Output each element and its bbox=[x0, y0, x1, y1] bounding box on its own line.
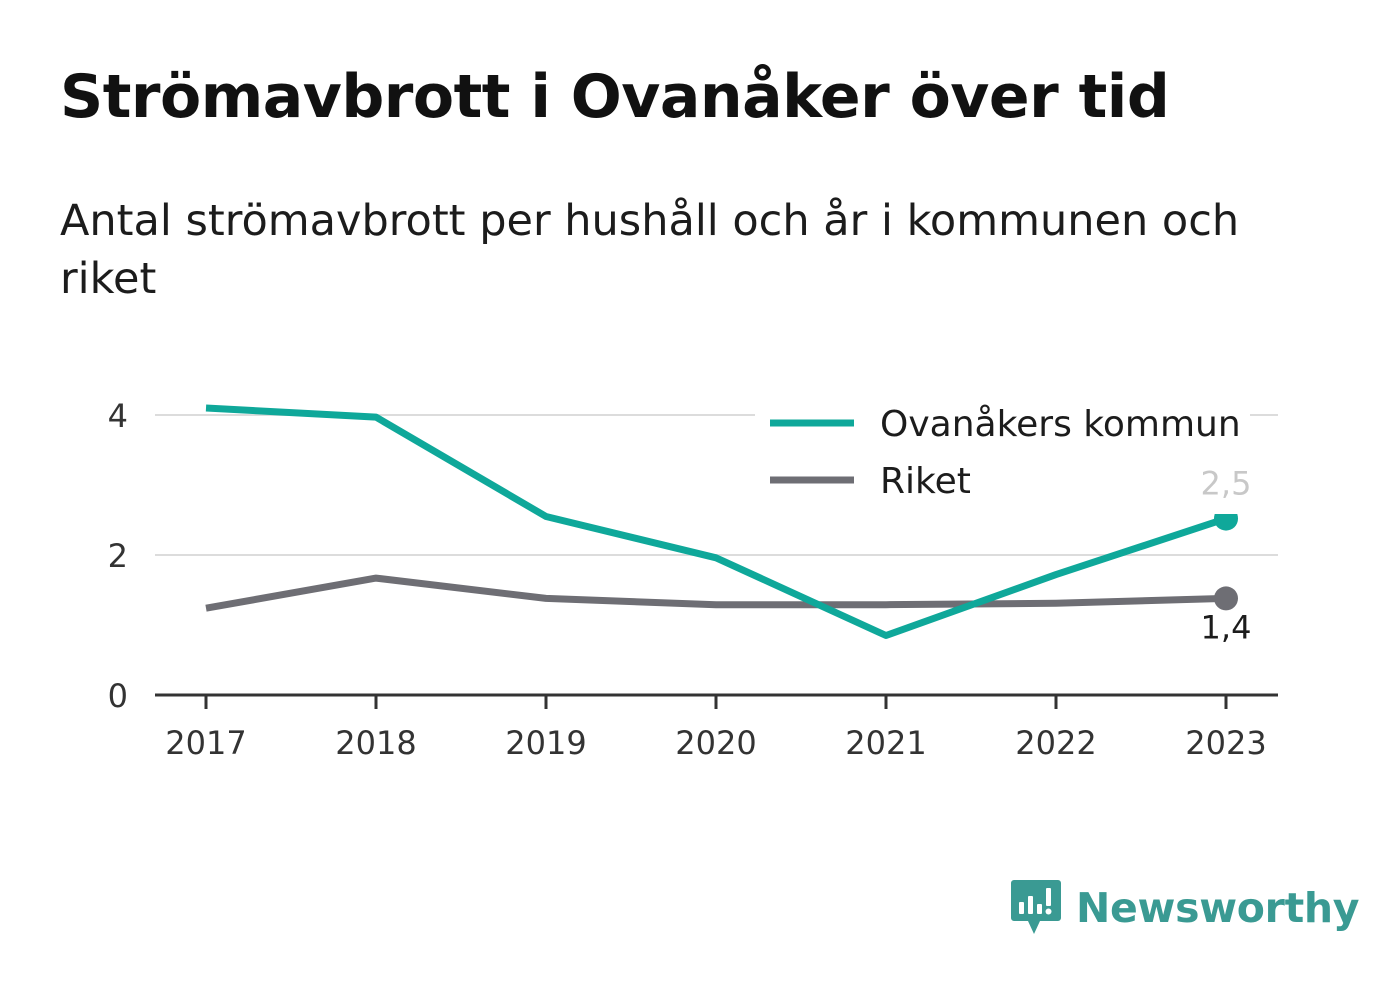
newsworthy-logo-icon bbox=[1011, 880, 1061, 934]
series-end-marker-1 bbox=[1214, 586, 1238, 611]
series-line-1 bbox=[205, 574, 1227, 612]
x-tick-label-2020: 2020 bbox=[675, 724, 756, 762]
x-tick-label-2021: 2021 bbox=[845, 724, 926, 762]
y-tick-label-0: 0 bbox=[108, 677, 128, 715]
legend-label-0: Ovanåkers kommun bbox=[880, 404, 1241, 445]
series-line-0 bbox=[205, 404, 1228, 639]
x-tick-label-2018: 2018 bbox=[335, 724, 416, 762]
legend-background bbox=[755, 392, 1250, 514]
y-tick-label-2: 2 bbox=[108, 537, 128, 575]
newsworthy-logo: Newsworthy bbox=[1010, 878, 1359, 938]
x-tick-label-2023: 2023 bbox=[1185, 724, 1266, 762]
x-tick-label-2019: 2019 bbox=[505, 724, 586, 762]
chart-title: Strömavbrott i Ovanåker över tid bbox=[60, 62, 1170, 132]
axes: 0 2 4 2017 2018 2019 2020 2021 2022 2023 bbox=[108, 397, 1278, 762]
y-tick-label-4: 4 bbox=[108, 397, 128, 435]
end-label-1: 1,4 bbox=[1201, 608, 1252, 646]
x-tick-label-2022: 2022 bbox=[1015, 724, 1096, 762]
legend: Ovanåkers kommun Riket bbox=[755, 392, 1250, 514]
legend-label-1: Riket bbox=[880, 461, 971, 502]
chart-subtitle: Antal strömavbrott per hushåll och år i … bbox=[60, 196, 1240, 304]
newsworthy-logo-text: Newsworthy bbox=[1076, 884, 1360, 932]
x-tick-label-2017: 2017 bbox=[165, 724, 246, 762]
end-label-0: 2,5 bbox=[1201, 465, 1252, 503]
end-labels: 2,5 1,4 bbox=[1201, 465, 1252, 647]
